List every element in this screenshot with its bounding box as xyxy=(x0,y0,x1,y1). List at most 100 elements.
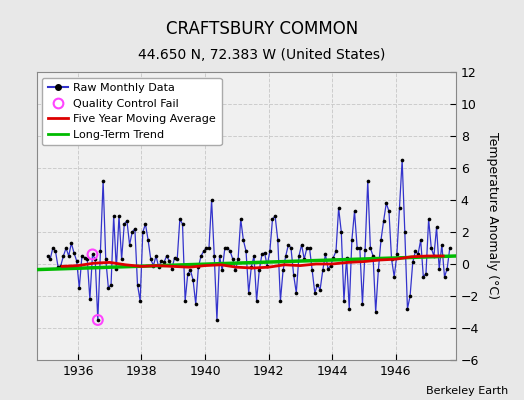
Point xyxy=(374,267,383,274)
Point xyxy=(62,245,70,251)
Point xyxy=(186,267,194,274)
Point xyxy=(149,262,158,269)
Point xyxy=(432,224,441,230)
Point xyxy=(67,240,75,246)
Point xyxy=(353,245,362,251)
Point xyxy=(319,267,327,274)
Point xyxy=(130,226,139,232)
Point xyxy=(115,213,123,219)
Point xyxy=(311,290,319,296)
Point xyxy=(438,242,446,248)
Point xyxy=(202,245,211,251)
Point xyxy=(379,218,388,224)
Point xyxy=(223,245,232,251)
Point xyxy=(178,221,187,227)
Point xyxy=(231,267,239,274)
Point xyxy=(308,267,316,274)
Point xyxy=(165,258,173,264)
Point xyxy=(260,250,269,256)
Point xyxy=(168,266,176,272)
Point xyxy=(144,237,152,243)
Point xyxy=(289,272,298,278)
Point xyxy=(263,262,271,269)
Point xyxy=(387,256,396,262)
Point xyxy=(321,251,330,258)
Point xyxy=(329,254,337,261)
Point xyxy=(218,267,226,274)
Point xyxy=(46,256,54,262)
Point xyxy=(86,296,94,302)
Point xyxy=(96,248,105,254)
Point xyxy=(107,282,115,288)
Point xyxy=(427,245,435,251)
Point xyxy=(417,237,425,243)
Point xyxy=(294,253,303,259)
Point xyxy=(102,256,110,262)
Point xyxy=(369,253,377,259)
Point xyxy=(43,253,52,259)
Point xyxy=(326,262,335,269)
Point xyxy=(245,290,253,296)
Point xyxy=(57,262,65,269)
Point xyxy=(155,264,163,270)
Point xyxy=(104,285,113,291)
Point xyxy=(221,245,229,251)
Point xyxy=(181,298,189,304)
Point xyxy=(170,254,179,261)
Point xyxy=(110,213,118,219)
Point xyxy=(200,248,208,254)
Point xyxy=(334,205,343,211)
Point xyxy=(401,229,409,235)
Point xyxy=(157,258,166,264)
Point xyxy=(300,256,309,262)
Legend: Raw Monthly Data, Quality Control Fail, Five Year Moving Average, Long-Term Tren: Raw Monthly Data, Quality Control Fail, … xyxy=(42,78,222,145)
Point xyxy=(78,253,86,259)
Point xyxy=(89,251,97,258)
Point xyxy=(316,286,324,293)
Point xyxy=(406,293,414,299)
Point xyxy=(83,256,91,262)
Point xyxy=(51,248,60,254)
Text: 44.650 N, 72.383 W (United States): 44.650 N, 72.383 W (United States) xyxy=(138,48,386,62)
Point xyxy=(162,253,171,259)
Point xyxy=(133,282,141,288)
Point xyxy=(208,197,216,203)
Point xyxy=(372,309,380,315)
Point xyxy=(189,277,197,283)
Point xyxy=(94,317,102,323)
Point xyxy=(70,250,78,256)
Point xyxy=(364,178,372,184)
Point xyxy=(236,216,245,222)
Point xyxy=(258,251,266,258)
Point xyxy=(147,256,155,262)
Point xyxy=(141,221,150,227)
Point xyxy=(292,290,300,296)
Point xyxy=(91,256,100,262)
Point xyxy=(274,237,282,243)
Point xyxy=(99,178,107,184)
Point xyxy=(255,267,264,274)
Point xyxy=(205,245,213,251)
Point xyxy=(430,253,438,259)
Point xyxy=(59,253,68,259)
Point xyxy=(228,256,237,262)
Point xyxy=(139,229,147,235)
Point xyxy=(271,213,279,219)
Point xyxy=(403,306,412,312)
Point xyxy=(358,301,367,307)
Point xyxy=(247,264,256,270)
Point xyxy=(324,266,332,272)
Point xyxy=(125,242,134,248)
Point xyxy=(160,259,168,266)
Point xyxy=(440,274,449,280)
Point xyxy=(253,298,261,304)
Point xyxy=(173,256,181,262)
Point xyxy=(234,256,242,262)
Point xyxy=(414,251,422,258)
Point xyxy=(266,248,274,254)
Point xyxy=(435,266,443,272)
Point xyxy=(210,253,219,259)
Point xyxy=(213,317,221,323)
Point xyxy=(80,254,89,261)
Y-axis label: Temperature Anomaly (°C): Temperature Anomaly (°C) xyxy=(486,132,498,300)
